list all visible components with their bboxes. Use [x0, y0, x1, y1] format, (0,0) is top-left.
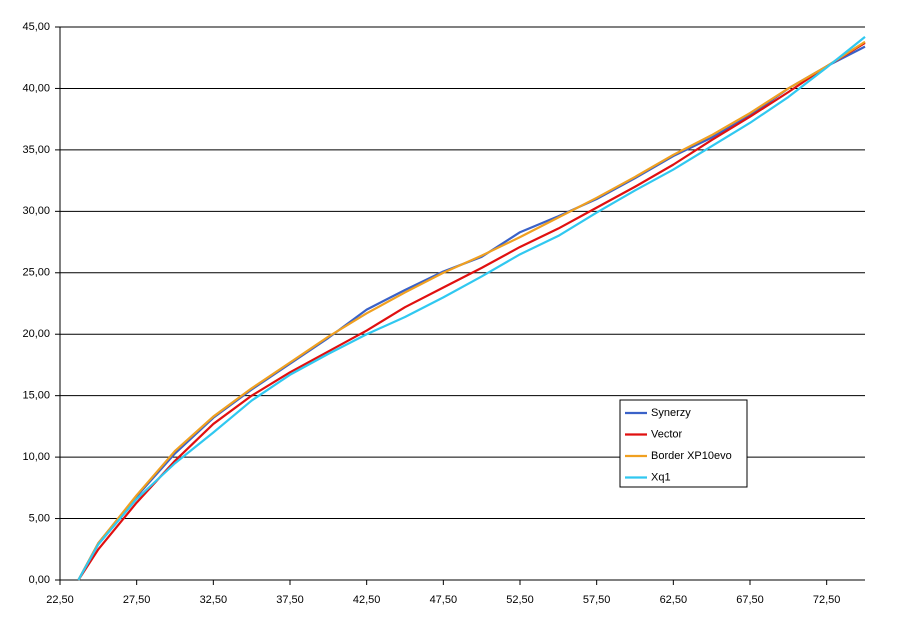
y-tick-label: 25,00 — [22, 267, 50, 279]
y-tick-label: 30,00 — [22, 205, 50, 217]
y-tick-label: 10,00 — [22, 451, 50, 463]
y-tick-label: 40,00 — [22, 82, 50, 94]
x-tick-label: 67,50 — [736, 594, 764, 606]
y-tick-label: 45,00 — [22, 21, 50, 33]
y-tick-label: 35,00 — [22, 144, 50, 156]
x-tick-label: 42,50 — [353, 594, 381, 606]
x-tick-label: 72,50 — [813, 594, 841, 606]
x-tick-label: 47,50 — [430, 594, 458, 606]
legend-label: Xq1 — [651, 471, 671, 483]
x-tick-label: 37,50 — [276, 594, 304, 606]
y-tick-label: 20,00 — [22, 328, 50, 340]
series-line — [77, 42, 866, 581]
legend-label: Border XP10evo — [651, 450, 732, 462]
x-tick-label: 22,50 — [46, 594, 74, 606]
legend-box — [619, 399, 748, 488]
y-tick-label: 5,00 — [29, 512, 50, 524]
series-line — [77, 40, 866, 581]
x-tick-label: 32,50 — [200, 594, 228, 606]
x-tick-label: 27,50 — [123, 594, 151, 606]
legend-label: Synerzy — [651, 407, 691, 419]
series-line — [77, 45, 866, 581]
x-tick-label: 57,50 — [583, 594, 611, 606]
x-tick-label: 52,50 — [506, 594, 534, 606]
series-line — [77, 35, 866, 581]
y-tick-label: 15,00 — [22, 390, 50, 402]
legend-label: Vector — [651, 428, 683, 440]
x-tick-label: 62,50 — [660, 594, 688, 606]
y-tick-label: 0,00 — [29, 574, 50, 586]
